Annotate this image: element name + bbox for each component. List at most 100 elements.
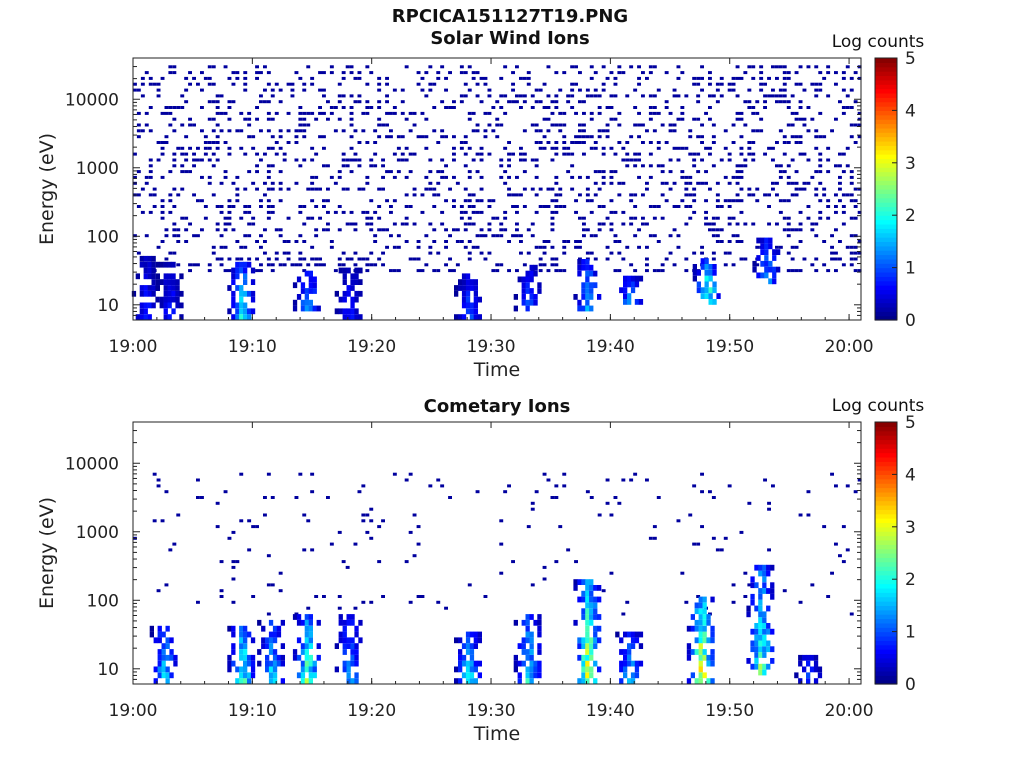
data-cell xyxy=(764,266,769,273)
data-cell xyxy=(747,65,752,69)
data-cell xyxy=(495,100,500,104)
data-cell xyxy=(479,210,484,214)
y-tick-label: 1000 xyxy=(76,523,119,543)
data-cell xyxy=(756,237,761,244)
data-cell xyxy=(692,542,697,546)
data-cell xyxy=(243,71,248,75)
colorbar-segment xyxy=(875,553,897,558)
data-cell xyxy=(684,187,689,191)
data-cell xyxy=(577,637,582,644)
data-cell xyxy=(243,273,248,280)
data-cell xyxy=(630,660,636,667)
data-cell xyxy=(698,631,703,638)
data-cell xyxy=(605,106,610,109)
data-cell xyxy=(696,542,701,546)
data-cell xyxy=(369,228,374,232)
data-cell xyxy=(746,611,751,618)
data-cell xyxy=(629,135,634,139)
data-cell xyxy=(672,123,677,127)
data-cell xyxy=(613,76,618,80)
data-cell xyxy=(648,205,653,208)
data-cell xyxy=(708,287,713,294)
data-cell xyxy=(702,596,707,603)
data-cell xyxy=(243,654,248,661)
data-cell xyxy=(625,164,630,168)
data-cell xyxy=(648,152,653,156)
data-cell xyxy=(312,288,317,294)
data-cell xyxy=(625,245,630,249)
data-cell xyxy=(151,261,156,268)
data-cell xyxy=(680,146,685,150)
data-cell xyxy=(746,605,751,612)
data-cell xyxy=(727,181,732,185)
data-cell xyxy=(345,222,350,226)
data-cell xyxy=(381,595,385,598)
data-cell xyxy=(802,187,807,191)
x-tick-label: 19:20 xyxy=(347,337,396,357)
data-cell xyxy=(136,205,141,208)
data-cell xyxy=(172,65,177,69)
data-cell xyxy=(546,117,551,121)
data-cell xyxy=(834,82,838,86)
data-cell xyxy=(581,294,586,300)
data-cell xyxy=(656,496,661,499)
data-cell xyxy=(634,637,640,644)
data-cell xyxy=(582,129,586,133)
data-cell xyxy=(156,484,161,488)
data-cell xyxy=(156,88,161,92)
data-cell xyxy=(312,276,317,283)
data-cell xyxy=(652,269,657,273)
data-cell xyxy=(530,106,535,109)
data-cell xyxy=(519,94,523,98)
data-cell xyxy=(148,164,153,168)
data-cell xyxy=(735,193,740,197)
data-cell xyxy=(235,666,240,673)
data-cell xyxy=(487,251,492,255)
data-cell xyxy=(664,257,669,261)
data-cell xyxy=(465,302,471,309)
data-cell xyxy=(630,643,636,649)
data-cell xyxy=(473,279,478,285)
data-cell xyxy=(700,245,704,249)
colorbar-segment xyxy=(875,210,897,216)
data-cell xyxy=(711,251,716,255)
data-cell xyxy=(239,302,244,309)
data-cell xyxy=(731,76,736,80)
data-cell xyxy=(605,135,610,139)
data-cell xyxy=(660,164,665,168)
data-cell xyxy=(157,660,162,667)
data-cell xyxy=(196,158,200,162)
data-cell xyxy=(739,135,744,139)
data-cell xyxy=(471,205,476,208)
data-cell xyxy=(853,187,858,191)
data-cell xyxy=(338,619,343,626)
x-tick-label: 19:30 xyxy=(467,701,516,721)
data-cell xyxy=(349,117,354,121)
data-cell xyxy=(767,205,771,208)
data-cell xyxy=(601,152,606,156)
data-cell xyxy=(396,170,401,174)
data-cell xyxy=(698,637,703,644)
data-cell xyxy=(165,666,170,673)
data-cell xyxy=(461,290,467,297)
colorbar-segment xyxy=(875,566,897,572)
data-cell xyxy=(179,314,184,320)
data-cell xyxy=(668,234,673,238)
data-cell xyxy=(164,106,169,109)
data-cell xyxy=(412,123,417,127)
data-cell xyxy=(266,82,271,86)
data-cell xyxy=(227,210,232,214)
data-cell xyxy=(479,100,484,104)
data-cell xyxy=(696,152,701,156)
data-cell xyxy=(428,251,433,255)
data-cell xyxy=(538,245,543,249)
data-cell xyxy=(200,175,204,179)
data-cell xyxy=(550,222,555,226)
data-cell xyxy=(542,146,547,150)
data-cell xyxy=(715,240,720,243)
data-cell xyxy=(428,65,433,69)
data-cell xyxy=(601,170,606,174)
data-cell xyxy=(452,135,456,139)
data-cell xyxy=(529,672,534,679)
data-cell xyxy=(841,71,846,75)
